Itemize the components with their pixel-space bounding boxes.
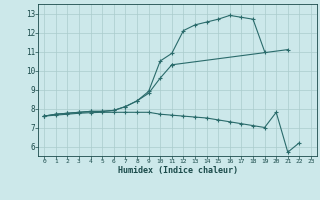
- X-axis label: Humidex (Indice chaleur): Humidex (Indice chaleur): [118, 166, 238, 175]
